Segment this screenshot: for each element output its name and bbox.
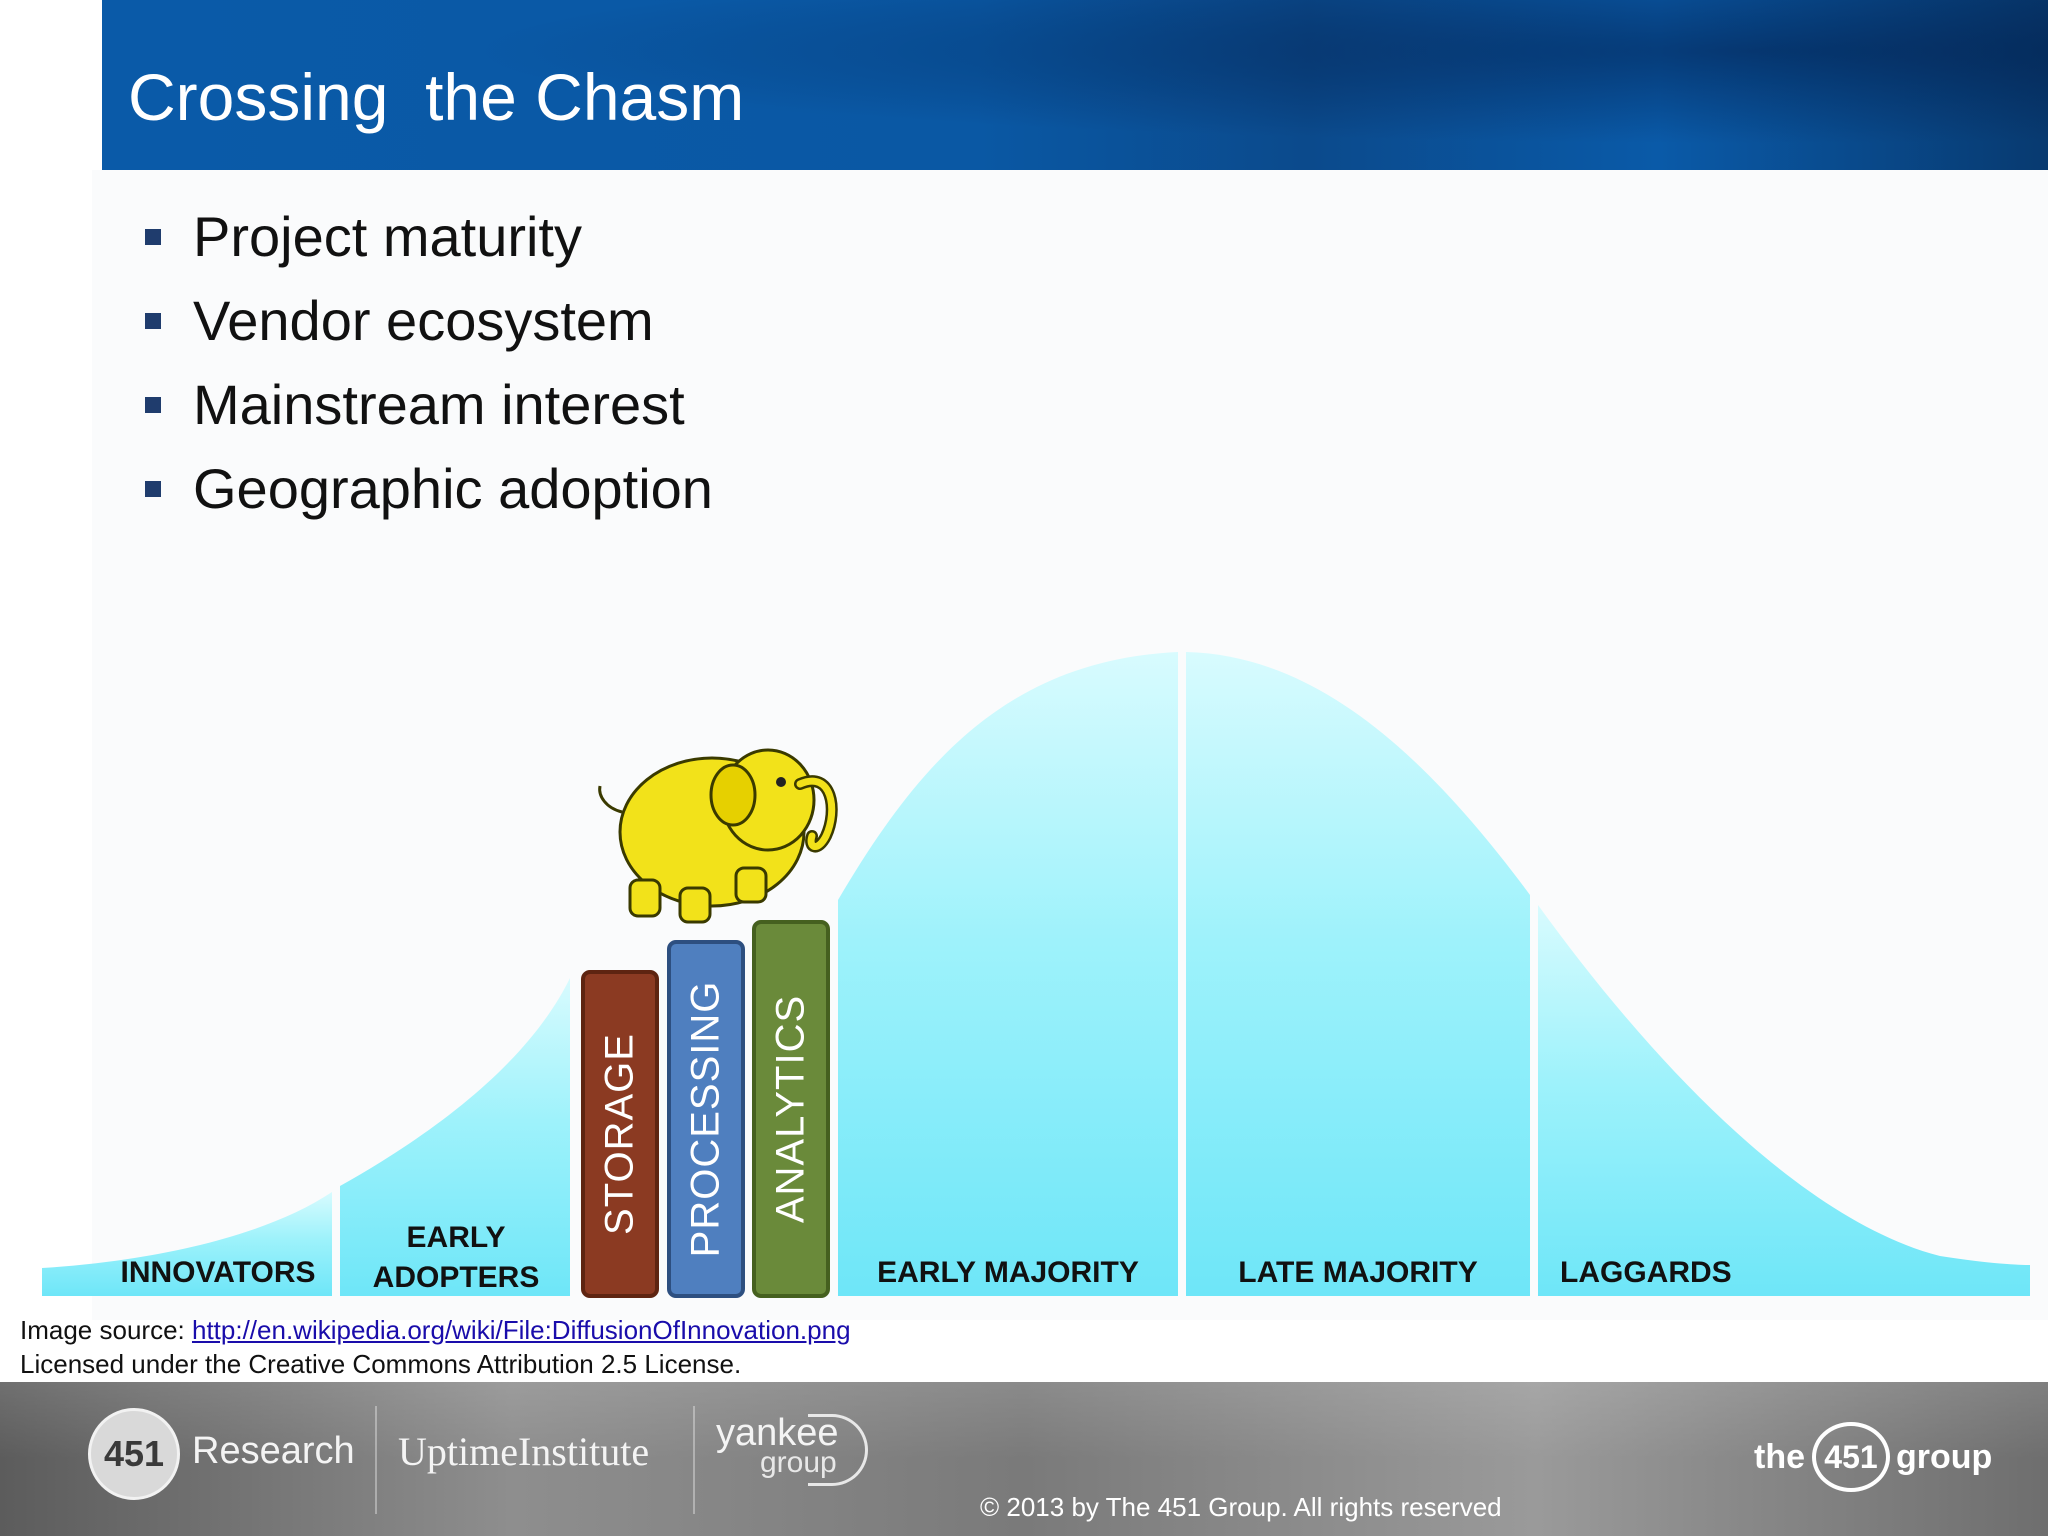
bullet-text: Project maturity (193, 205, 582, 268)
copyright-text: © 2013 by The 451 Group. All rights rese… (980, 1492, 1502, 1522)
pillar-label: ANALYTICS (768, 994, 813, 1224)
source-link[interactable]: http://en.wikipedia.org/wiki/File:Diffus… (191, 1315, 851, 1345)
bullet-square-icon (145, 481, 161, 497)
curve-segment-laggards (1538, 905, 2030, 1296)
bullet-square-icon (145, 397, 161, 413)
bullet-list: Project maturity Vendor ecosystem Mainst… (145, 205, 713, 541)
bullet-square-icon (145, 313, 161, 329)
footer-divider (375, 1406, 377, 1514)
bullet-item: Project maturity (145, 205, 713, 289)
pillar-analytics: ANALYTICS (752, 920, 830, 1298)
segment-label-innovators: INNOVATORS (120, 1256, 316, 1289)
pillar-label: STORAGE (597, 1033, 642, 1235)
adoption-curve-diagram (42, 652, 2030, 1296)
curve-segment-late-majority (1186, 652, 1530, 1296)
image-source-note: Image source: http://en.wikipedia.org/wi… (20, 1313, 851, 1381)
uptime-institute-logo: UptimeInstitute (398, 1429, 650, 1474)
slide-title: Crossing the Chasm (128, 60, 745, 134)
curve-segment-early-adopters (340, 978, 570, 1296)
pillar-processing: PROCESSING (667, 940, 745, 1298)
pillar-storage: STORAGE (581, 970, 659, 1298)
bullet-text: Geographic adoption (193, 457, 713, 520)
segment-label-early-majority: EARLY MAJORITY (877, 1256, 1139, 1289)
the-451-group-logo: the 451 group (1754, 1416, 1994, 1496)
yankee-group-logo: yankee group (712, 1412, 868, 1496)
segment-label-late-majority: LATE MAJORITY (1238, 1256, 1478, 1289)
bullet-text: Mainstream interest (193, 373, 685, 436)
bullet-item: Geographic adoption (145, 457, 713, 541)
footer-bar: 451 Research UptimeInstitute yankee grou… (0, 1382, 2048, 1536)
segment-label-early-adopters: EARLY ADOPTERS (372, 1221, 540, 1294)
pillar-label: PROCESSING (683, 980, 728, 1258)
curve-segment-early-majority (838, 652, 1178, 1296)
bullet-item: Vendor ecosystem (145, 289, 713, 373)
bullet-square-icon (145, 229, 161, 245)
source-prefix: Image source: (20, 1315, 192, 1345)
footer-divider (693, 1406, 695, 1514)
segment-label-laggards: LAGGARDS (1560, 1256, 1732, 1289)
hadoop-elephant-icon (598, 748, 838, 924)
title-bar (102, 0, 2048, 170)
license-text: Licensed under the Creative Commons Attr… (20, 1349, 742, 1379)
bullet-item: Mainstream interest (145, 373, 713, 457)
bullet-text: Vendor ecosystem (193, 289, 654, 352)
curve-segment-innovators (42, 1192, 332, 1296)
